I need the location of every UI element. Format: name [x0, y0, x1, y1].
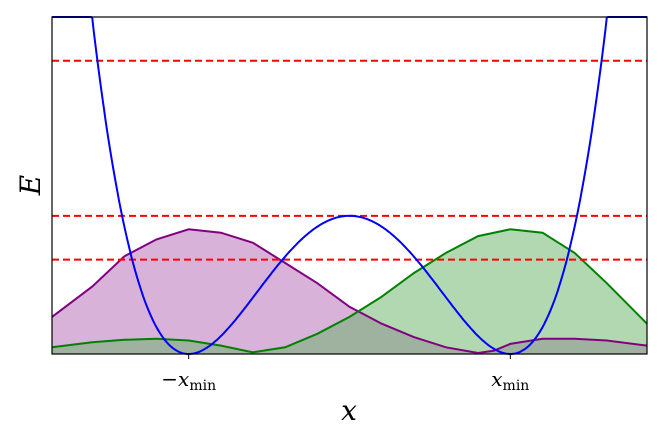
x-axis-label: x — [341, 394, 357, 427]
plot-frame — [51, 16, 648, 355]
x-tick-label-main: −x — [161, 367, 189, 391]
x-tick-label-main: x — [491, 367, 502, 391]
y-axis-label: E — [14, 175, 47, 196]
plot-area — [51, 16, 648, 355]
x-ticks: −xmin xmin — [161, 354, 529, 394]
x-tick-label-sub: min — [189, 378, 216, 394]
density-lines — [51, 228, 648, 355]
energy-levels — [52, 59, 647, 261]
x-tick-label-1: −xmin — [161, 367, 216, 394]
density-line-2 — [51, 228, 648, 354]
density-line-1 — [51, 228, 648, 355]
x-tick-label-2: xmin — [491, 367, 529, 394]
x-tick-label-sub: min — [503, 378, 530, 394]
potential-curve — [52, 16, 647, 355]
